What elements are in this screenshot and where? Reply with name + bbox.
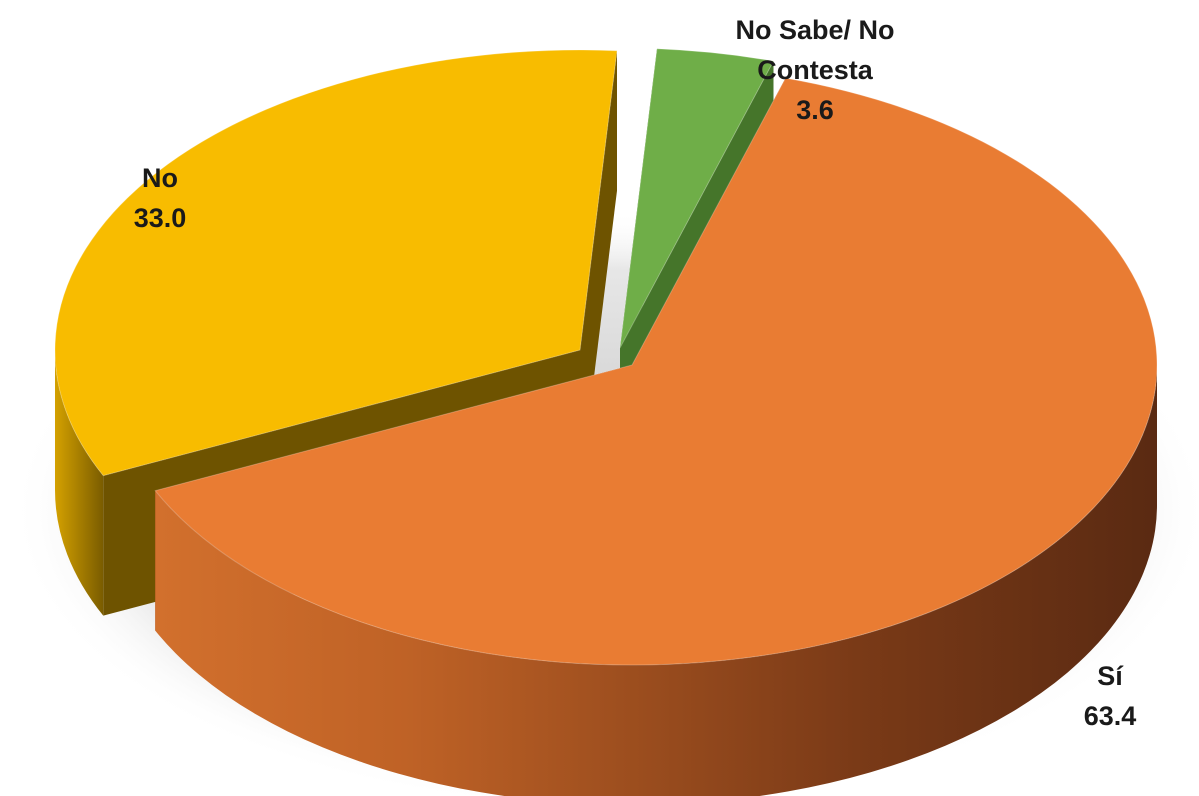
label-no-sabe-line2: Contesta <box>757 55 873 85</box>
label-no-value: 33.0 <box>133 203 187 233</box>
label-no-sabe-value: 3.6 <box>796 95 834 125</box>
pie-slices <box>54 48 1158 796</box>
label-no-sabe: No Sabe/ No Contesta 3.6 <box>685 10 945 130</box>
label-no: No 33.0 <box>100 158 220 238</box>
slice-no-side <box>55 350 104 616</box>
label-si: Sí 63.4 <box>1045 656 1175 736</box>
label-si-name: Sí <box>1097 661 1123 691</box>
slice-s-top <box>154 77 1158 666</box>
slice-s <box>154 77 1158 796</box>
slice-no-top <box>54 49 618 477</box>
label-no-name: No <box>142 163 178 193</box>
label-si-value: 63.4 <box>1083 701 1137 731</box>
slice-no-sabe-no-contesta-top <box>619 48 775 349</box>
label-no-sabe-line1: No Sabe/ No <box>735 15 895 45</box>
slice-s-side <box>155 365 1157 796</box>
